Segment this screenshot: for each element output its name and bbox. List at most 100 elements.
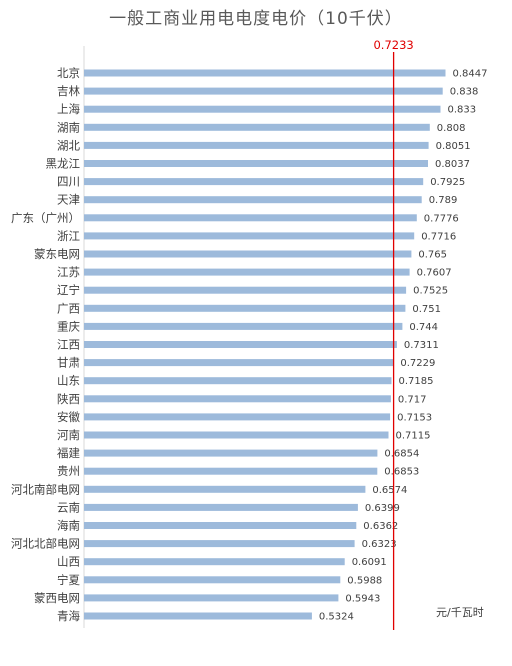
- category-label: 吉林: [57, 84, 80, 98]
- value-label: 0.6399: [365, 503, 400, 514]
- value-label: 0.7229: [400, 358, 435, 369]
- category-label: 贵州: [57, 464, 80, 478]
- bar: [84, 196, 422, 204]
- value-label: 0.7525: [413, 286, 448, 297]
- category-label: 上海: [57, 102, 80, 116]
- value-label: 0.7716: [421, 231, 456, 242]
- bar: [84, 160, 428, 167]
- category-label: 北京: [57, 66, 80, 80]
- bar: [84, 105, 441, 113]
- category-label: 青海: [57, 609, 80, 623]
- value-label: 0.6854: [384, 449, 419, 460]
- category-label: 江苏: [57, 265, 80, 279]
- chart-title: 一般工商业用电电度电价（10千伏）: [109, 9, 403, 29]
- category-label: 湖北: [57, 138, 80, 152]
- bar: [84, 413, 391, 421]
- category-label: 福建: [57, 446, 80, 460]
- bar: [84, 431, 389, 439]
- bar: [84, 87, 443, 95]
- value-label: 0.833: [448, 105, 477, 116]
- category-label: 山西: [57, 555, 80, 569]
- value-label: 0.6091: [352, 557, 387, 568]
- value-labels: 0.8447 0.838 0.833 0.808 0.8051 0.8037 0.7925 0…: [319, 69, 488, 623]
- value-label: 0.7607: [417, 268, 452, 279]
- category-label: 安徽: [57, 410, 80, 424]
- category-label: 宁夏: [57, 573, 80, 587]
- bar: [84, 304, 406, 312]
- bar: [84, 141, 429, 149]
- category-label: 黑龙江: [46, 157, 81, 171]
- bars-group: [84, 69, 446, 620]
- value-label: 0.7925: [430, 177, 465, 188]
- category-label: 陕西: [57, 392, 80, 406]
- bar: [84, 576, 341, 584]
- bar: [84, 540, 355, 548]
- bar: [84, 214, 417, 222]
- bar: [84, 123, 430, 131]
- average-reference-label: 0.7233: [373, 38, 413, 52]
- category-label: 辽宁: [57, 283, 80, 297]
- bar: [84, 359, 394, 367]
- value-label: 0.838: [450, 87, 479, 98]
- category-label: 河北北部电网: [11, 537, 80, 551]
- value-label: 0.6574: [372, 485, 407, 496]
- bar: [84, 449, 378, 457]
- category-label: 江西: [57, 338, 80, 352]
- category-label: 重庆: [57, 319, 80, 333]
- category-label: 山东: [57, 374, 80, 388]
- bar: [84, 232, 415, 240]
- value-label: 0.789: [429, 195, 458, 206]
- bar: [84, 594, 339, 602]
- value-label: 0.7185: [399, 376, 434, 387]
- category-label: 海南: [57, 519, 80, 533]
- category-label: 浙江: [57, 229, 80, 243]
- category-label: 甘肃: [57, 356, 80, 370]
- value-label: 0.8447: [453, 69, 488, 80]
- category-label: 河北南部电网: [11, 482, 80, 496]
- bar: [84, 522, 357, 529]
- value-label: 0.7311: [404, 340, 439, 351]
- bar: [84, 322, 403, 330]
- value-label: 0.717: [398, 394, 427, 405]
- value-label: 0.751: [412, 304, 441, 315]
- value-label: 0.8051: [436, 141, 471, 152]
- bar: [84, 467, 378, 475]
- bar: [84, 612, 312, 620]
- value-label: 0.744: [409, 322, 438, 333]
- value-label: 0.5324: [319, 612, 354, 623]
- category-label: 河南: [57, 428, 80, 442]
- value-label: 0.5988: [347, 575, 382, 586]
- category-label: 蒙西电网: [34, 591, 80, 605]
- category-label: 广东（广州）: [11, 211, 80, 225]
- value-label: 0.6362: [363, 521, 398, 532]
- bar: [84, 286, 407, 294]
- bar: [84, 485, 366, 493]
- value-label: 0.6323: [362, 539, 397, 550]
- value-label: 0.765: [418, 250, 447, 261]
- value-label: 0.7153: [397, 412, 432, 423]
- bar: [84, 178, 424, 186]
- bar: [84, 395, 391, 403]
- category-label: 四川: [57, 175, 80, 189]
- bar: [84, 503, 358, 511]
- value-label: 0.5943: [345, 593, 380, 604]
- bar: [84, 377, 392, 385]
- value-label: 0.8037: [435, 159, 470, 170]
- bar: [84, 341, 397, 348]
- value-label: 0.7115: [396, 431, 431, 442]
- unit-label: 元/千瓦时: [436, 606, 484, 619]
- category-label: 广西: [57, 301, 80, 315]
- category-label: 湖南: [57, 120, 80, 134]
- value-label: 0.7776: [424, 213, 459, 224]
- category-label: 云南: [57, 500, 80, 514]
- bar: [84, 268, 410, 276]
- bar: [84, 69, 446, 77]
- value-label: 0.808: [437, 123, 466, 134]
- category-label: 蒙东电网: [34, 247, 80, 261]
- value-label: 0.6853: [384, 467, 419, 478]
- category-label: 天津: [57, 193, 80, 207]
- bar: [84, 250, 412, 258]
- bar: [84, 558, 345, 566]
